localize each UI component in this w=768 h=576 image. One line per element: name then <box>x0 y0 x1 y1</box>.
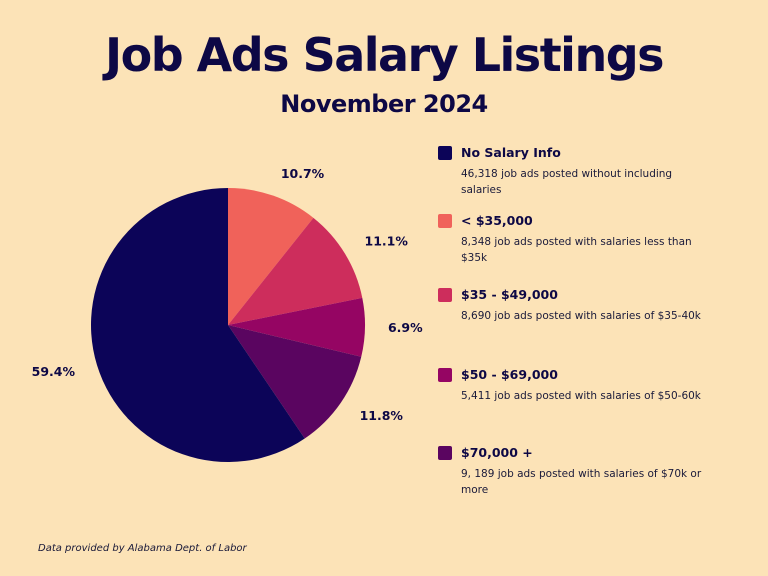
pie-slice-2 <box>228 297 365 357</box>
legend-swatch <box>438 368 452 382</box>
legend-description: 5,411 job ads posted with salaries of $5… <box>461 390 701 402</box>
legend-description: 8,348 job ads posted with salaries less … <box>461 236 692 264</box>
legend-swatch <box>438 446 452 460</box>
chart-subtitle: November 2024 <box>280 90 488 118</box>
legend-label: < $35,000 <box>461 213 533 228</box>
pie-slice-3 <box>228 325 362 439</box>
legend-swatch <box>438 214 452 228</box>
legend-description: 46,318 job ads posted without including … <box>461 168 673 196</box>
pie-slice-label-0: 10.7% <box>281 166 325 181</box>
pie-slice-label-2: 6.9% <box>388 320 423 335</box>
pie-slice-4 <box>91 188 305 462</box>
pie-slice-label-4: 59.4% <box>32 364 76 379</box>
pie-slice-0 <box>228 188 314 325</box>
legend-label: $50 - $69,000 <box>461 367 558 382</box>
legend-label: $35 - $49,000 <box>461 287 558 302</box>
pie-slice-label-3: 11.8% <box>360 408 404 423</box>
pie-slice-1 <box>228 217 363 325</box>
chart-title: Job Ads Salary Listings <box>104 28 665 82</box>
legend-description: 9, 189 job ads posted with salaries of $… <box>461 468 702 496</box>
data-source-note: Data provided by Alabama Dept. of Labor <box>38 543 247 554</box>
pie-slice-label-1: 11.1% <box>365 234 409 249</box>
legend-swatch <box>438 288 452 302</box>
legend-label: $70,000 + <box>461 445 533 460</box>
legend-swatch <box>438 146 452 160</box>
legend-label: No Salary Info <box>461 145 561 160</box>
legend-description: 8,690 job ads posted with salaries of $3… <box>461 310 701 322</box>
